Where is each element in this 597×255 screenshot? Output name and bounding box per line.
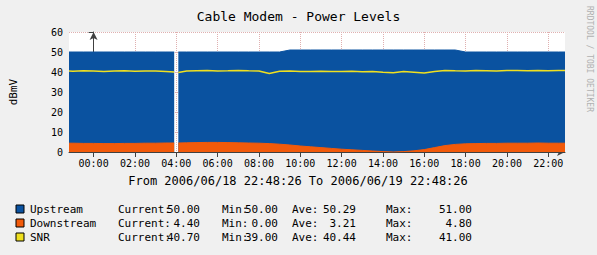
svg-text:Cable Modem - Power Levels: Cable Modem - Power Levels	[197, 9, 401, 24]
svg-text:20: 20	[51, 107, 63, 118]
svg-text:18:00: 18:00	[451, 158, 481, 169]
svg-text:0: 0	[57, 147, 63, 158]
svg-text:SNR: SNR	[30, 231, 50, 244]
svg-text:12:00: 12:00	[327, 158, 357, 169]
svg-text:Ave:: Ave:	[292, 217, 319, 230]
svg-text:Min:: Min:	[222, 230, 249, 244]
svg-text:10: 10	[51, 127, 63, 138]
svg-text:08:00: 08:00	[244, 158, 274, 169]
svg-text:16:00: 16:00	[409, 158, 439, 169]
svg-text:50: 50	[51, 47, 63, 58]
svg-text:20:00: 20:00	[492, 158, 522, 169]
svg-text:30: 30	[51, 87, 63, 98]
svg-text:Max:: Max:	[386, 203, 413, 216]
svg-text:Max:: Max:	[386, 231, 413, 244]
svg-text:4.80: 4.80	[446, 217, 473, 230]
svg-text:41.00: 41.00	[439, 231, 472, 244]
svg-text:Current:: Current:	[118, 231, 171, 244]
svg-text:RRDTOOL / TOBI OETIKER: RRDTOOL / TOBI OETIKER	[585, 6, 594, 112]
svg-text:22:00: 22:00	[533, 158, 563, 169]
svg-text:02:00: 02:00	[120, 158, 150, 169]
svg-text:Min:: Min:	[222, 217, 249, 230]
svg-text:Min:: Min:	[222, 202, 249, 216]
svg-text:0.00: 0.00	[252, 217, 279, 230]
svg-text:3.21: 3.21	[330, 217, 357, 230]
svg-text:06:00: 06:00	[203, 158, 233, 169]
svg-text:dBmV: dBmV	[7, 78, 20, 105]
svg-text:Downstream: Downstream	[30, 217, 97, 230]
svg-text:Ave:: Ave:	[292, 231, 319, 244]
svg-text:4.40: 4.40	[174, 217, 201, 230]
svg-text:Current:: Current:	[118, 217, 171, 230]
svg-text:40.44: 40.44	[323, 231, 356, 244]
svg-text:60: 60	[51, 27, 63, 38]
svg-text:50.00: 50.00	[245, 203, 278, 216]
svg-text:50.29: 50.29	[323, 203, 356, 216]
svg-text:40.70: 40.70	[167, 231, 200, 244]
svg-text:Upstream: Upstream	[30, 203, 83, 216]
svg-text:00:00: 00:00	[79, 158, 109, 169]
svg-text:From 2006/06/18 22:48:26 To 20: From 2006/06/18 22:48:26 To 2006/06/19 2…	[128, 174, 468, 188]
svg-text:Ave:: Ave:	[292, 203, 319, 216]
svg-text:40: 40	[51, 67, 63, 78]
svg-text:Current:: Current:	[118, 203, 171, 216]
svg-text:50.00: 50.00	[167, 203, 200, 216]
svg-text:04:00: 04:00	[161, 158, 191, 169]
svg-text:14:00: 14:00	[368, 158, 398, 169]
svg-text:10:00: 10:00	[285, 158, 315, 169]
svg-text:51.00: 51.00	[439, 203, 472, 216]
svg-text:39.00: 39.00	[245, 231, 278, 244]
svg-text:Max:: Max:	[386, 217, 413, 230]
